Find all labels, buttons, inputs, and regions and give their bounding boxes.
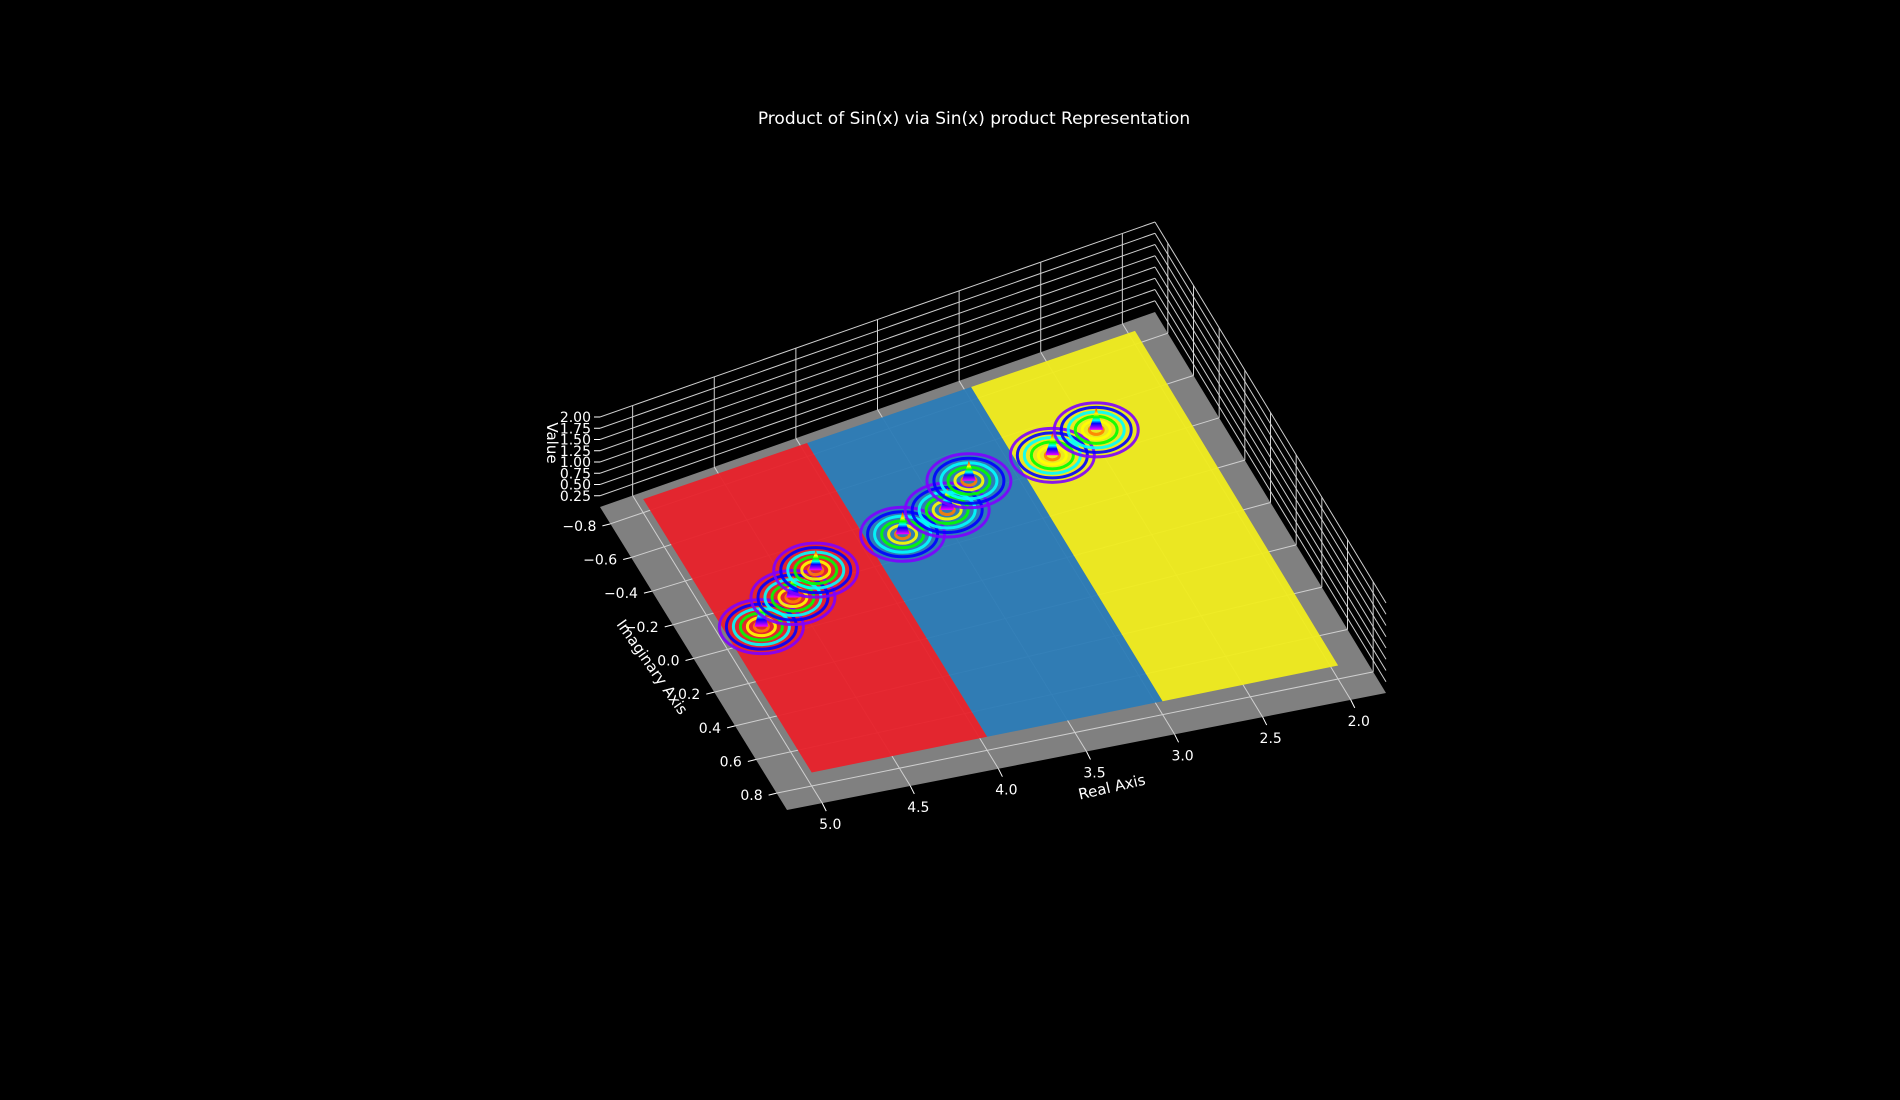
y-tick-label: −0.6 [583,553,617,569]
swirl-ring [932,456,1006,505]
y-tick-label: 0.6 [720,755,742,771]
z-tick-label: 1.50 [560,433,591,449]
back-grid-z [599,221,1156,418]
swirl-ring [925,452,1013,510]
x-tick-mark [1350,699,1356,709]
side-grid-z [1154,232,1387,615]
surface-region [807,387,1163,737]
x-tick-label: 2.5 [1260,731,1282,747]
x-tick-mark [1174,734,1180,743]
floor-grid-y [776,671,1374,794]
back-grid-z [599,266,1156,463]
x-tick-label: 4.5 [907,800,929,816]
y-tick-mark [623,557,632,560]
y-tick-mark [664,624,673,628]
axis-ticks: 2.0 2.5 3.0 3.5 4.0 4.5 5.0 −0.8 −0.6 −0.4 −0.2 0.0… [560,410,1370,833]
back-grid-z [599,244,1156,440]
x-tick-mark [1262,716,1268,726]
z-tick-label: 1.75 [560,421,591,437]
side-grid-z [1154,266,1387,649]
swirl-ring [772,541,860,599]
y-tick-label: −0.8 [562,519,596,535]
swirl-ring [910,486,984,534]
surface [643,330,1339,773]
y-tick-label: −0.4 [604,586,638,602]
x-tick-mark [821,802,827,812]
x-tick-label: 3.5 [1083,766,1105,782]
y-tick-label: 0.4 [699,721,721,737]
y-tick-label: 0.2 [678,687,700,703]
z-tick-label: 2.00 [560,410,591,426]
y-tick-label: 0.8 [740,788,762,804]
y-tick-mark [768,792,777,796]
x-tick-mark [909,785,915,795]
side-grid-z [1154,277,1387,660]
x-tick-label: 3.0 [1171,748,1193,764]
peak [1089,407,1104,430]
swirl-ring [1052,401,1140,459]
x-tick-label: 4.0 [995,783,1017,799]
side-grid-z [1154,255,1387,638]
y-tick-mark [747,759,756,762]
y-tick-mark [726,725,736,729]
peak [895,511,910,535]
z-axis-label: Value [543,422,561,463]
y-tick-mark [685,658,694,661]
y-tick-mark [706,691,715,695]
z-tick-label: 0.25 [560,489,591,505]
y-tick-mark [602,523,611,527]
side-grid-z [1154,289,1387,671]
side-grid-z [1154,244,1387,626]
x-tick-mark [997,768,1003,777]
swirl-ring [749,569,837,627]
chart-title: Product of Sin(x) via Sin(x) product Rep… [758,109,1190,129]
z-tick-label: 0.75 [560,466,591,482]
back-grid-z [599,277,1156,474]
swirl-ring [859,505,947,563]
y-tick-mark [643,590,653,594]
y-tick-label: −0.2 [625,620,659,636]
back-grid-z [599,289,1156,485]
back-grid-z [599,232,1156,429]
z-tick-label: 1.25 [560,444,591,460]
peak [808,549,823,571]
side-grid-z [1154,221,1387,604]
swirl-ring [717,598,805,656]
back-grid-z [599,255,1156,452]
x-tick-label: 5.0 [819,817,841,833]
z-tick-label: 0.50 [560,478,591,494]
swirl-ring [1008,426,1096,484]
z-tick-label: 1.00 [560,455,591,471]
peak [961,460,976,481]
x-tick-mark [1086,751,1091,760]
x-tick-label: 2.0 [1348,714,1370,730]
y-tick-label: 0.0 [657,654,679,670]
peak [1045,432,1060,456]
back-grid-z [599,300,1156,497]
side-grid-z [1154,300,1387,683]
swirl-ring [1059,405,1133,454]
swirl-ring [779,546,853,595]
